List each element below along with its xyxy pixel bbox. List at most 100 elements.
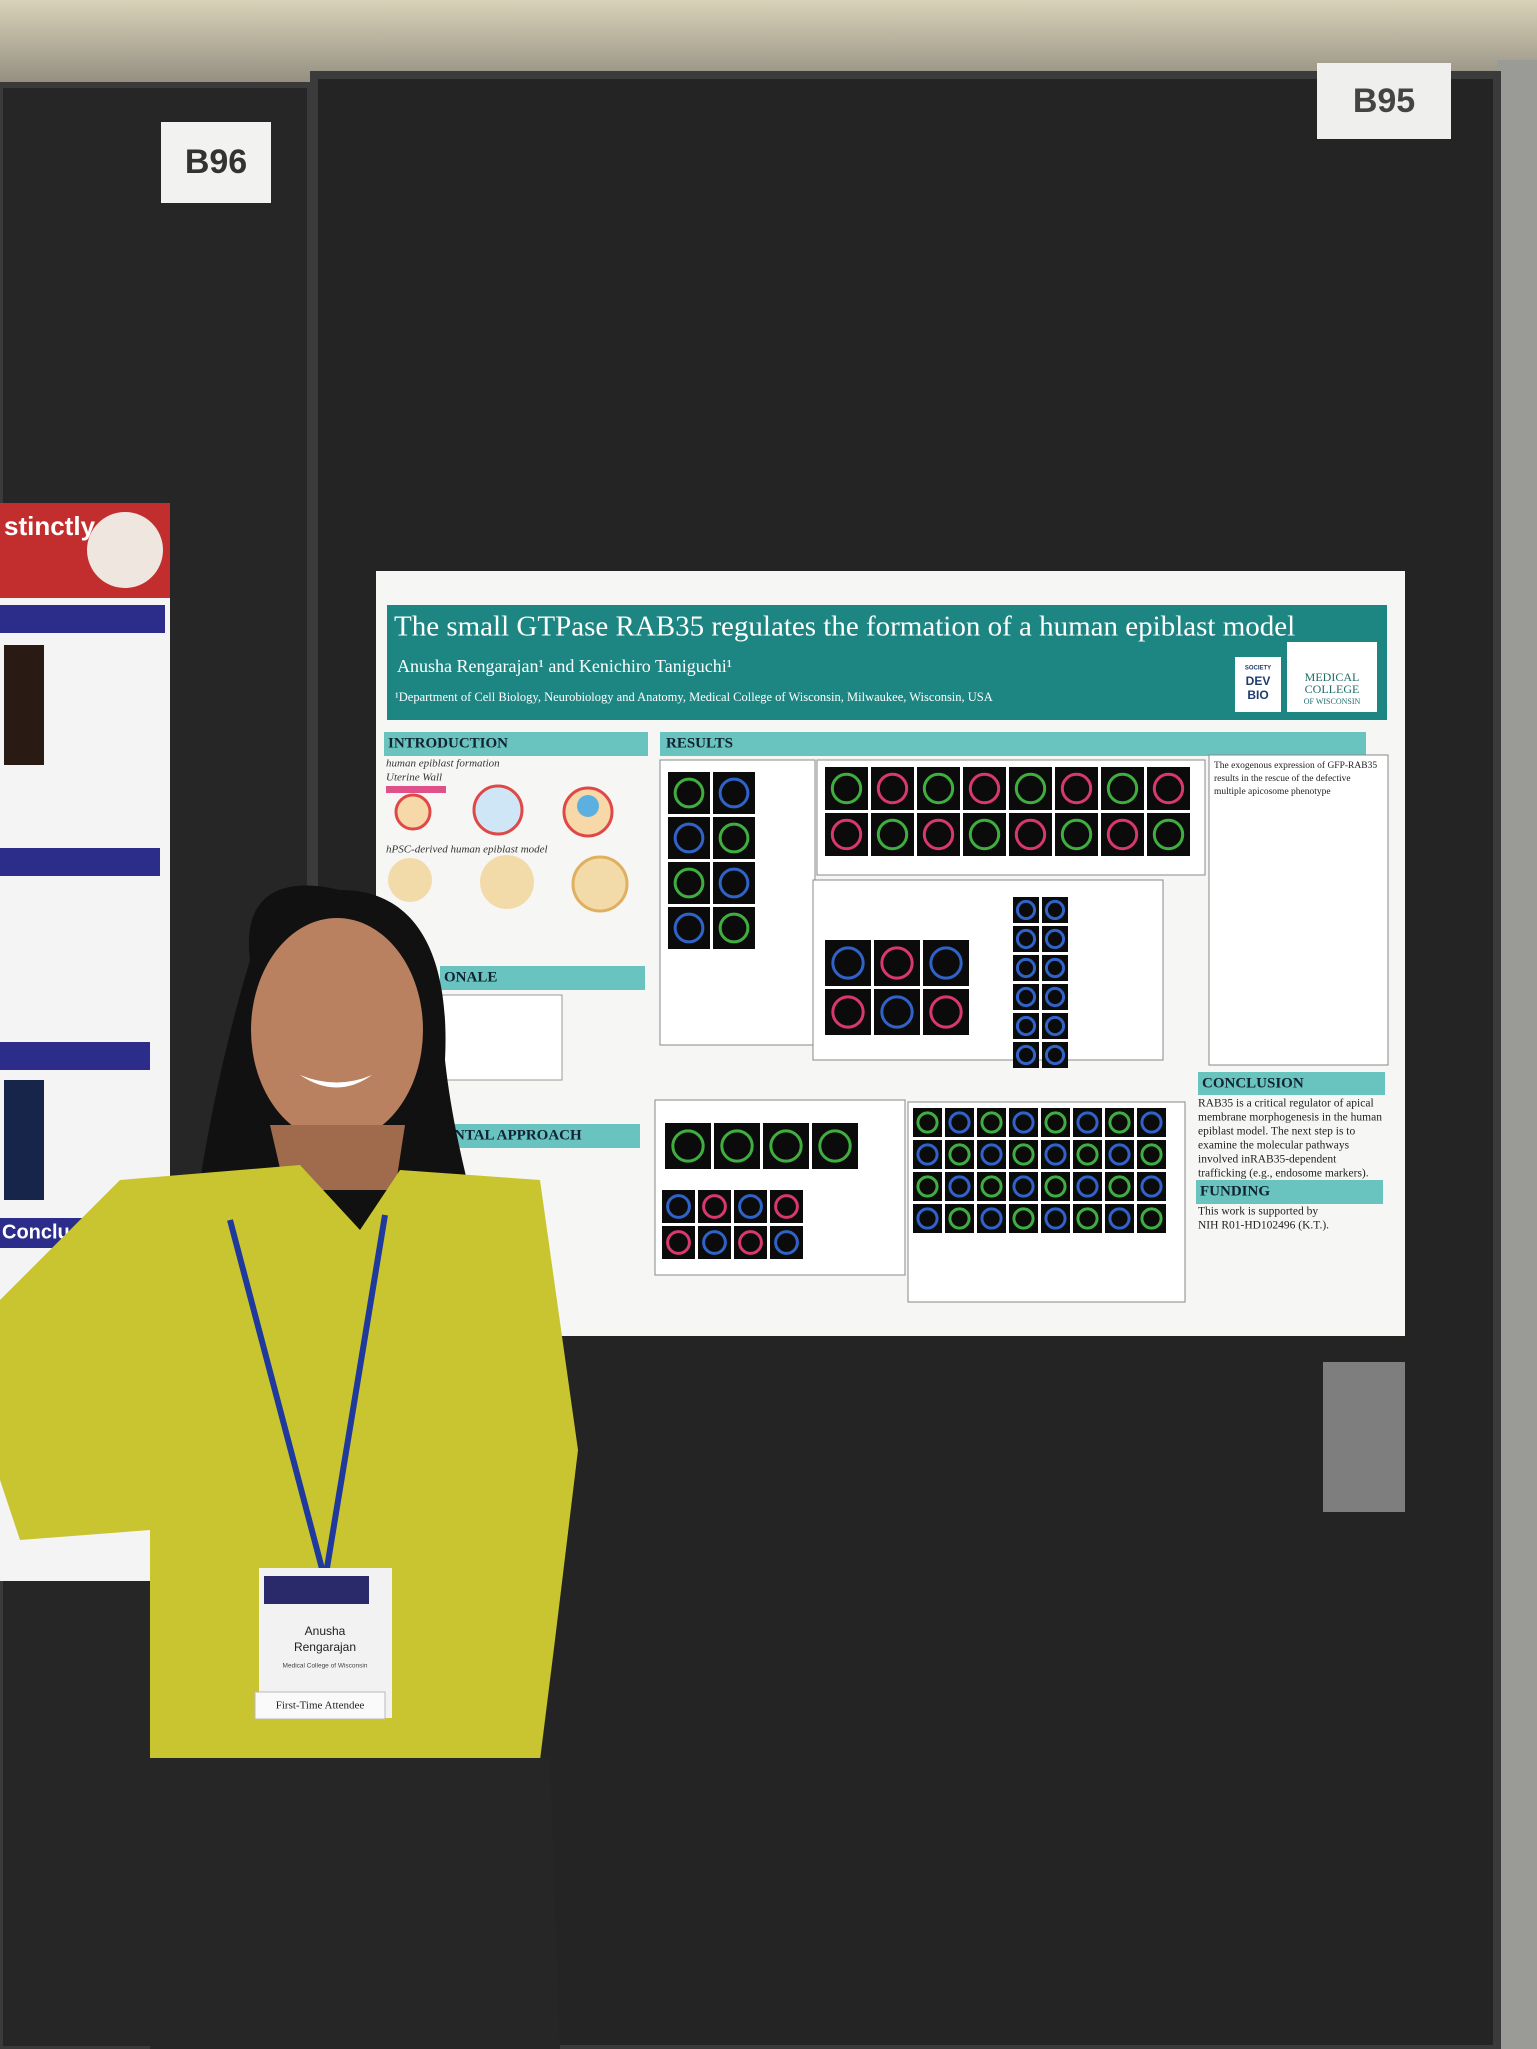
cell <box>666 1194 691 1219</box>
cell <box>1014 772 1047 805</box>
cell <box>738 1230 763 1255</box>
cell <box>948 1207 971 1230</box>
cell-sketch <box>480 855 534 909</box>
embryo-sketch <box>394 793 432 831</box>
diagram <box>435 994 563 1081</box>
cell <box>1044 1111 1067 1134</box>
title-bar <box>387 605 1387 720</box>
badge-institution: Medical College of Wisconsin <box>283 1663 368 1670</box>
figure-panel <box>1208 754 1389 1066</box>
cell <box>1076 1175 1099 1198</box>
cell <box>916 1143 939 1166</box>
cell <box>1076 1207 1099 1230</box>
intro-label: Uterine Wall <box>386 772 442 784</box>
cell <box>1108 1175 1131 1198</box>
cell <box>1108 1143 1131 1166</box>
cell <box>671 1129 705 1163</box>
cell <box>1015 1044 1037 1066</box>
cell <box>916 1175 939 1198</box>
smile <box>300 1075 372 1088</box>
embryo-sketch <box>577 795 599 817</box>
cell <box>1076 1143 1099 1166</box>
cell <box>718 777 750 809</box>
cell <box>1060 818 1093 851</box>
left-band <box>0 1042 150 1070</box>
cell <box>1060 772 1093 805</box>
logo-box <box>1235 657 1281 712</box>
ribbon <box>254 1691 386 1720</box>
cell <box>1012 1175 1035 1198</box>
uterine-wall <box>386 786 446 793</box>
cell <box>666 1230 691 1255</box>
cell <box>1044 899 1066 921</box>
cell <box>922 818 955 851</box>
section-heading: FUNDING <box>1200 1183 1270 1199</box>
figure-caption: The exogenous expression of GFP-RAB35 <box>1214 760 1377 771</box>
cell <box>1014 818 1047 851</box>
left-band <box>0 848 160 876</box>
conclusion-text: epiblast model. The next step is to <box>1198 1126 1355 1138</box>
cell <box>1015 1015 1037 1037</box>
cell <box>980 1207 1003 1230</box>
cell <box>1044 1015 1066 1037</box>
cell <box>1012 1143 1035 1166</box>
cell <box>1015 899 1037 921</box>
figure <box>4 1080 44 1200</box>
cell <box>1140 1111 1163 1134</box>
logo-text: MEDICAL <box>1305 670 1360 684</box>
section-heading: ONALE <box>444 969 497 985</box>
shirt <box>0 1165 578 1760</box>
cell <box>880 946 914 980</box>
cell <box>1012 1111 1035 1134</box>
cell <box>720 1129 754 1163</box>
intro-label: hPSC-derived human epiblast model <box>386 844 548 856</box>
section-heading: CONCLUSION <box>1202 1075 1304 1091</box>
cell <box>1044 1044 1066 1066</box>
cell <box>774 1194 799 1219</box>
cell <box>916 1207 939 1230</box>
cell <box>1015 957 1037 979</box>
cell <box>1044 1207 1067 1230</box>
cell <box>980 1143 1003 1166</box>
logo-box <box>1287 642 1377 712</box>
conclusion-text: involved inRAB35-dependent <box>1198 1154 1337 1166</box>
board-label: B96 <box>185 143 247 181</box>
cell <box>948 1143 971 1166</box>
logo-text: OF WISCONSIN <box>1304 697 1361 706</box>
cell <box>774 1230 799 1255</box>
figure-caption: multiple apicosome phenotype <box>1214 787 1331 797</box>
conclusion-text: RAB35 is a critical regulator of apical <box>1198 1098 1374 1110</box>
logo-text: DEV <box>1246 674 1271 688</box>
section-heading: RESULTS <box>666 735 733 751</box>
funding-text: NIH R01-HD102496 (K.T.). <box>1198 1220 1329 1232</box>
section-bar <box>440 1124 640 1148</box>
poster-title: The small GTPase RAB35 regulates the for… <box>394 611 1295 643</box>
cell <box>738 1194 763 1219</box>
cell <box>1140 1143 1163 1166</box>
cell <box>1044 1143 1067 1166</box>
section-heading: INTRODUCTION <box>388 735 508 751</box>
cell <box>1108 1111 1131 1134</box>
cell <box>831 995 865 1029</box>
section-heading: ENTAL APPROACH <box>444 1127 582 1143</box>
left-band <box>0 605 165 633</box>
cell <box>1044 957 1066 979</box>
cell <box>929 946 963 980</box>
cell <box>980 1175 1003 1198</box>
cell <box>1108 1207 1131 1230</box>
cell <box>1140 1175 1163 1198</box>
cell <box>718 867 750 899</box>
seal <box>87 512 163 588</box>
cell <box>880 995 914 1029</box>
cell <box>876 818 909 851</box>
cell <box>718 912 750 944</box>
cell <box>702 1194 727 1219</box>
cell <box>916 1111 939 1134</box>
cell <box>1140 1207 1163 1230</box>
logo-text: SOCIETY <box>1245 666 1271 672</box>
far-wall <box>1497 60 1537 2049</box>
badge-last-name: Rengarajan <box>294 1640 356 1654</box>
cell <box>1106 818 1139 851</box>
